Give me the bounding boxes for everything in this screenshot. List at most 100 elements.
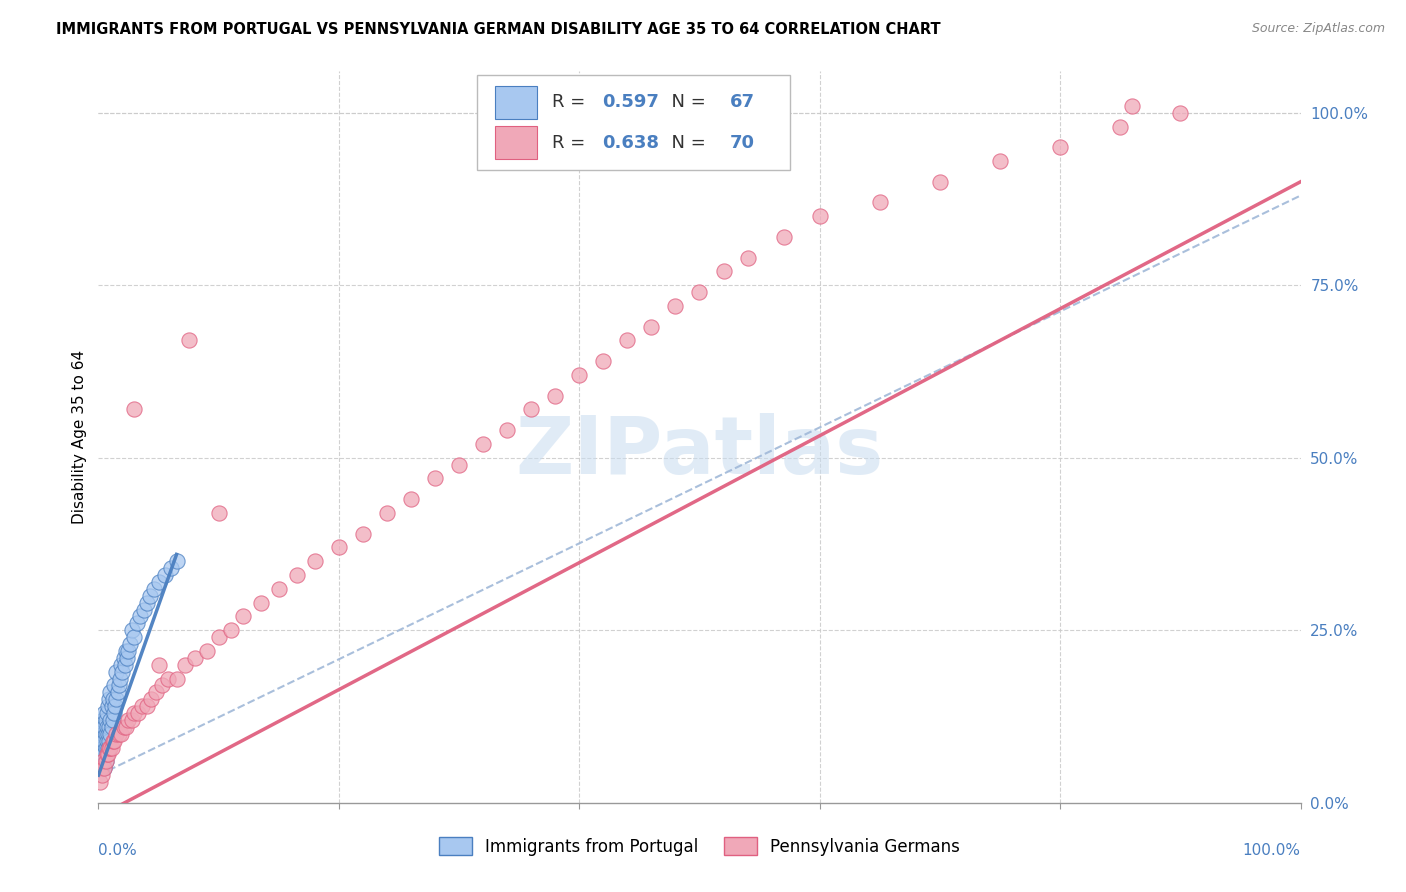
Text: 100.0%: 100.0%	[1243, 843, 1301, 858]
Point	[94, 727, 117, 741]
Point	[90, 740, 112, 755]
Point	[98, 720, 121, 734]
Point	[159, 561, 181, 575]
Point	[1049, 140, 1071, 154]
Point	[91, 747, 114, 762]
Point	[352, 526, 374, 541]
Text: Source: ZipAtlas.com: Source: ZipAtlas.com	[1251, 22, 1385, 36]
Text: 0.0%: 0.0%	[98, 843, 138, 858]
Point	[93, 761, 115, 775]
Point	[232, 609, 254, 624]
Point	[97, 699, 120, 714]
Point	[98, 733, 121, 747]
Point	[688, 285, 710, 300]
Point	[568, 368, 591, 382]
Point	[93, 720, 115, 734]
Point	[496, 423, 519, 437]
Point	[117, 644, 139, 658]
Point	[472, 437, 495, 451]
Point	[166, 672, 188, 686]
Point	[108, 678, 131, 692]
Point	[96, 733, 118, 747]
Point	[148, 574, 170, 589]
Point	[124, 630, 146, 644]
Point	[96, 720, 118, 734]
Legend: Immigrants from Portugal, Pennsylvania Germans: Immigrants from Portugal, Pennsylvania G…	[430, 830, 969, 864]
Point	[285, 568, 308, 582]
Point	[100, 740, 122, 755]
Point	[103, 678, 125, 692]
Point	[153, 568, 176, 582]
Point	[399, 492, 422, 507]
Point	[544, 389, 567, 403]
Point	[100, 720, 122, 734]
Point	[105, 665, 128, 679]
Point	[98, 692, 121, 706]
FancyBboxPatch shape	[495, 86, 537, 119]
Point	[117, 651, 139, 665]
Point	[91, 713, 114, 727]
Point	[101, 713, 124, 727]
Point	[108, 672, 131, 686]
Point	[808, 209, 831, 223]
Point	[108, 727, 131, 741]
Point	[1121, 99, 1143, 113]
Point	[97, 727, 120, 741]
Point	[118, 637, 141, 651]
Point	[640, 319, 662, 334]
Point	[89, 733, 111, 747]
Point	[90, 727, 112, 741]
Point	[195, 644, 218, 658]
Point	[100, 699, 122, 714]
Point	[1109, 120, 1132, 134]
Point	[90, 755, 112, 769]
Point	[592, 354, 614, 368]
Point	[100, 713, 122, 727]
Point	[91, 740, 114, 755]
Point	[267, 582, 290, 596]
Point	[125, 616, 148, 631]
Point	[100, 740, 122, 755]
Point	[616, 334, 638, 348]
Point	[208, 630, 231, 644]
Text: R =: R =	[551, 94, 591, 112]
FancyBboxPatch shape	[495, 126, 537, 159]
Text: R =: R =	[551, 134, 591, 152]
Point	[90, 761, 112, 775]
Point	[145, 685, 167, 699]
Point	[174, 657, 197, 672]
Point	[772, 230, 794, 244]
Point	[100, 727, 122, 741]
Point	[110, 727, 132, 741]
Point	[91, 768, 114, 782]
Point	[94, 740, 117, 755]
Point	[148, 657, 170, 672]
Point	[93, 761, 115, 775]
Point	[131, 699, 153, 714]
Point	[111, 665, 134, 679]
Point	[93, 733, 115, 747]
Point	[97, 747, 120, 762]
Point	[110, 657, 132, 672]
Y-axis label: Disability Age 35 to 64: Disability Age 35 to 64	[72, 350, 87, 524]
Point	[107, 685, 129, 699]
Point	[91, 755, 114, 769]
Point	[928, 175, 950, 189]
Point	[103, 706, 125, 720]
Point	[121, 713, 143, 727]
Point	[177, 334, 200, 348]
Point	[141, 692, 163, 706]
Point	[101, 692, 124, 706]
Point	[127, 706, 149, 720]
Point	[737, 251, 759, 265]
Point	[101, 733, 124, 747]
Point	[423, 471, 446, 485]
FancyBboxPatch shape	[477, 75, 790, 170]
Point	[98, 740, 121, 755]
Point	[91, 761, 114, 775]
Text: 67: 67	[730, 94, 755, 112]
Point	[105, 692, 128, 706]
Point	[96, 706, 118, 720]
Text: IMMIGRANTS FROM PORTUGAL VS PENNSYLVANIA GERMAN DISABILITY AGE 35 TO 64 CORRELAT: IMMIGRANTS FROM PORTUGAL VS PENNSYLVANIA…	[56, 22, 941, 37]
Point	[132, 602, 155, 616]
